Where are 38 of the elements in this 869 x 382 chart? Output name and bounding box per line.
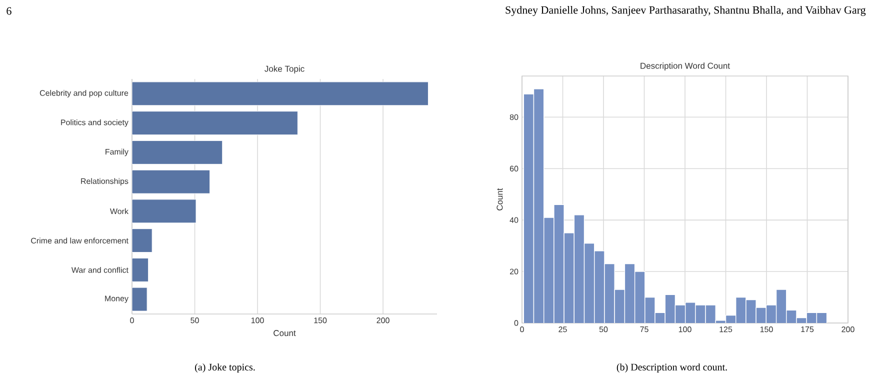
y-tick-label: War and conflict <box>71 266 128 273</box>
y-axis-title: Count <box>496 188 503 210</box>
x-tick-label: 150 <box>314 318 327 324</box>
x-tick-label: 125 <box>720 326 732 332</box>
chart-title: Description Word Count <box>640 62 730 70</box>
x-tick-label: 75 <box>640 326 648 332</box>
bar <box>132 82 428 106</box>
x-tick-label: 100 <box>251 318 264 324</box>
y-tick-label: Crime and law enforcement <box>31 238 128 244</box>
x-tick-label: 175 <box>801 326 814 332</box>
y-tick-label: 20 <box>510 268 518 274</box>
x-tick-label: 50 <box>599 326 608 332</box>
bar <box>132 228 152 253</box>
y-tick-label: Celebrity and pop culture <box>40 90 128 98</box>
x-tick-label: 200 <box>842 326 854 332</box>
x-tick-label: 150 <box>760 326 773 332</box>
text: (a) Joke topics. <box>195 363 255 373</box>
x-axis-title: Count <box>274 330 296 336</box>
y-tick-label: Politics and society <box>61 119 128 127</box>
y-tick-label: Work <box>110 208 128 214</box>
chart-title: Joke Topic <box>264 66 304 74</box>
x-tick-label: 25 <box>558 326 567 332</box>
text: (b) Description word count. <box>616 363 727 373</box>
x-tick-label: 100 <box>678 326 692 332</box>
x-tick-label: 0 <box>520 326 524 332</box>
bar <box>132 199 196 224</box>
y-tick-label: Money <box>105 296 128 303</box>
bar <box>132 111 298 136</box>
x-tick-label: 50 <box>190 318 199 324</box>
y-tick-label: 60 <box>510 166 518 172</box>
x-tick-label: 0 <box>130 318 134 324</box>
y-tick-label: 40 <box>510 217 518 223</box>
y-tick-label: Family <box>106 148 128 156</box>
text: 6 <box>6 7 12 15</box>
x-tick-label: 200 <box>376 318 390 324</box>
text: Sydney Danielle Johns, Sanjeev Parthasarathy, Shantnu Bhalla, and Vaibhav Garg <box>506 6 866 16</box>
y-tick-label: 80 <box>510 114 518 120</box>
y-tick-label: Relationships <box>81 178 128 186</box>
